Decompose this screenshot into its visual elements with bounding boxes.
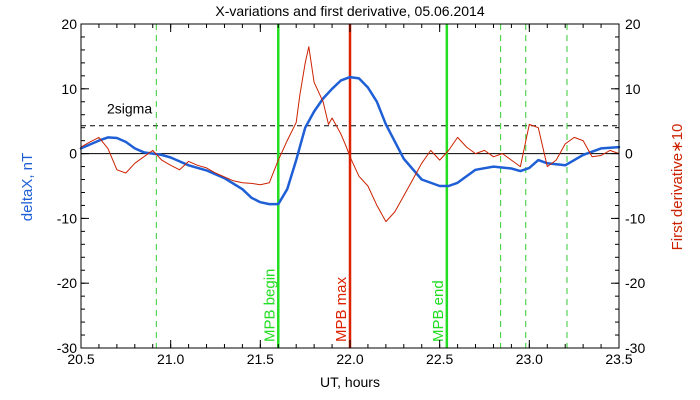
y-tick-label-right: 20: [625, 16, 641, 32]
chart-title: X-variations and first derivative, 05.06…: [215, 3, 484, 19]
x-tick-label: 22.0: [336, 351, 363, 367]
x-tick-label: 20.5: [67, 351, 94, 367]
y-tick-label-left: 0: [69, 146, 77, 162]
mpb-marker-label: MPB end: [430, 280, 447, 342]
mpb-marker-label: MPB begin: [261, 269, 278, 342]
two-sigma-label: 2sigma: [107, 101, 152, 117]
y-axis-label-left: deltaX, nT: [19, 153, 36, 221]
x-axis-label: UT, hours: [320, 374, 380, 390]
y-tick-label-right: 10: [625, 81, 641, 97]
deltax-series-line: [79, 75, 621, 206]
series-lines: [79, 46, 621, 223]
y-tick-label-left: 10: [61, 81, 77, 97]
x-tick-label: 21.0: [157, 351, 184, 367]
derivative-series-line: [80, 46, 620, 223]
y-tick-label-left: -30: [57, 340, 77, 356]
x-tick-label: 21.5: [247, 351, 274, 367]
y-tick-label-right: -30: [625, 340, 645, 356]
y-tick-label-right: -10: [625, 210, 645, 226]
x-tick-label: 22.5: [426, 351, 453, 367]
vertical-markers: MPB begin MPB max MPB end: [155, 24, 568, 348]
y-tick-label-left: -10: [57, 210, 77, 226]
x-tick-label: 23.5: [605, 351, 632, 367]
y-tick-label-right: 0: [625, 146, 633, 162]
x-tick-label: 23.0: [516, 351, 543, 367]
y-axis-label-right: First derivative∗10: [669, 124, 686, 251]
mpb-marker-label: MPB max: [333, 276, 350, 342]
y-tick-label-left: -20: [57, 275, 77, 291]
y-tick-label-left: 20: [61, 16, 77, 32]
axes: 20.5 21.0 21.5 22.0 22.5 23.0 23.5 20 20 10 10 0 0 -1…: [57, 16, 646, 367]
y-tick-label-right: -20: [625, 275, 645, 291]
